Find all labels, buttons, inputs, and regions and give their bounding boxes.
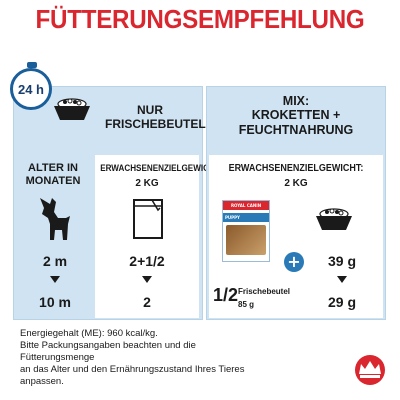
fresh-only-inner bbox=[95, 155, 199, 318]
age-row-2: 10 m bbox=[39, 294, 71, 310]
pouch-brand: ROYAL CANIN bbox=[223, 201, 269, 210]
bowl-icon bbox=[54, 98, 90, 120]
header-line: NUR bbox=[137, 103, 163, 117]
header-line: MIX: bbox=[282, 94, 310, 108]
clock-icon: 24 h bbox=[10, 68, 52, 110]
age-label: ALTER IN MONATEN bbox=[16, 162, 90, 187]
arrow-down-icon bbox=[50, 276, 60, 283]
arrow-down-icon bbox=[337, 276, 347, 283]
pouch-weight: 85 g bbox=[238, 300, 255, 309]
pouch-label: Frischebeutel bbox=[238, 287, 291, 296]
kibble-row-1: 39 g bbox=[327, 253, 356, 269]
footer-line: Bitte Packungsangaben beachten und die bbox=[20, 340, 196, 351]
pouch-product-image: ROYAL CANIN PUPPY bbox=[222, 200, 270, 262]
kibble-row-2: 29 g bbox=[327, 294, 356, 310]
age-row-1: 2 m bbox=[42, 253, 68, 269]
clock-crown bbox=[27, 62, 37, 68]
page-title: FÜTTERUNGSEMPFEHLUNG bbox=[35, 4, 365, 34]
weight-label: ERWACHSENENZIELGEWICHT: bbox=[228, 163, 364, 174]
arrow-down-icon bbox=[142, 276, 152, 283]
header-line: KROKETTEN + bbox=[251, 108, 341, 123]
weight-value: 2 KG bbox=[135, 178, 159, 189]
pouch-icon bbox=[133, 199, 163, 239]
plus-icon: + bbox=[284, 252, 304, 272]
footer-line: an das Alter und den Ernährungszustand I… bbox=[20, 364, 245, 375]
age-label-line: MONATEN bbox=[25, 174, 81, 187]
fresh-only-header: NUR FRISCHEBEUTEL bbox=[105, 103, 206, 132]
footer-line: anpassen. bbox=[20, 376, 64, 387]
amount-row-1: 2+1/2 bbox=[129, 253, 165, 269]
pouch-food-image bbox=[226, 225, 266, 255]
footer-line: Energiegehalt (ME): 960 kcal/kg. bbox=[20, 328, 158, 339]
header-line: FRISCHEBEUTEL bbox=[105, 116, 206, 131]
amount-row-2: 2 bbox=[143, 294, 151, 310]
header-line: FEUCHTNAHRUNG bbox=[238, 122, 354, 137]
clock-label: 24 h bbox=[17, 81, 44, 97]
age-label-line: ALTER IN bbox=[28, 162, 78, 174]
pouch-fraction: 1/2 bbox=[213, 285, 239, 305]
bowl-icon bbox=[316, 208, 352, 230]
dog-icon bbox=[40, 198, 70, 240]
mix-header: MIX: KROKETTEN + FEUCHTNAHRUNG bbox=[206, 94, 386, 137]
weight-value: 2 KG bbox=[284, 178, 308, 189]
footer-note: Energiegehalt (ME): 960 kcal/kg. Bitte P… bbox=[20, 328, 320, 388]
pouch-product: PUPPY bbox=[223, 213, 269, 222]
royal-canin-logo bbox=[355, 355, 385, 385]
weight-label: ERWACHSENENZIELGEWICHT: bbox=[100, 163, 222, 173]
footer-line: Fütterungsmenge bbox=[20, 352, 95, 363]
